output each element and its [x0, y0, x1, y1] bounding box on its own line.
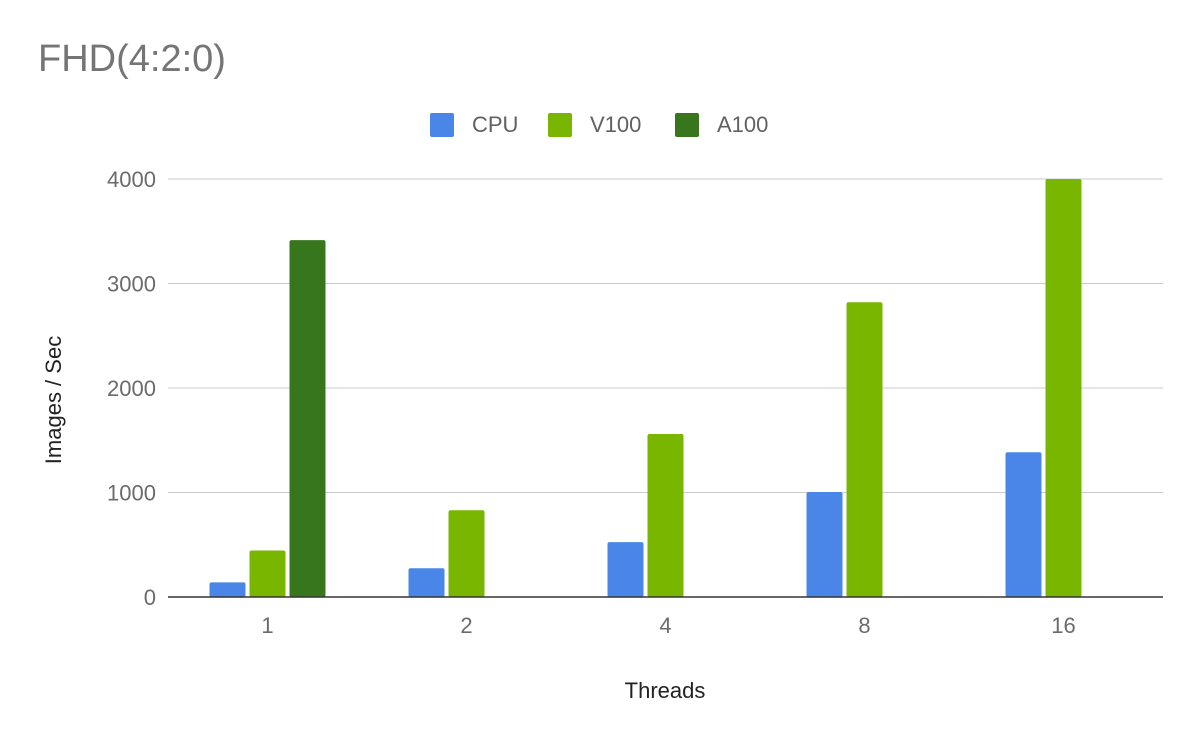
legend-label-cpu: CPU	[472, 112, 519, 137]
legend-item-v100: V100	[548, 112, 641, 138]
y-tick-label: 0	[144, 585, 156, 610]
bar-v100-1	[249, 550, 286, 597]
y-tick-label: 4000	[107, 167, 156, 192]
y-tick-label: 2000	[107, 376, 156, 401]
legend-label-v100: V100	[590, 112, 642, 137]
bar-cpu-16	[1005, 452, 1042, 597]
x-tick-label: 16	[1051, 613, 1075, 638]
legend-item-a100: A100	[675, 112, 768, 138]
y-tick-label: 3000	[107, 272, 156, 297]
bar-cpu-4	[607, 542, 644, 597]
x-tick-label: 4	[659, 613, 671, 638]
chart-title: FHD(4:2:0)	[38, 38, 226, 80]
bar-cpu-2	[408, 568, 445, 597]
x-tick-label: 2	[460, 613, 472, 638]
x-tick-label: 8	[858, 613, 870, 638]
x-axis-label: Threads	[624, 678, 706, 703]
bar-cpu-8	[806, 491, 843, 597]
legend-swatch-cpu	[430, 113, 454, 137]
y-tick-label: 1000	[107, 481, 156, 506]
bar-a100-1	[289, 240, 326, 597]
legend-item-cpu: CPU	[430, 112, 518, 138]
legend-swatch-a100	[675, 113, 699, 137]
x-tick-label: 1	[261, 613, 273, 638]
legend: CPU V100 A100	[0, 112, 1200, 140]
bar-v100-8	[846, 302, 883, 597]
bar-v100-16	[1045, 179, 1082, 597]
bar-v100-2	[448, 510, 485, 597]
bar-cpu-1	[209, 582, 246, 597]
bar-v100-4	[647, 433, 684, 597]
legend-swatch-v100	[548, 113, 572, 137]
legend-label-a100: A100	[717, 112, 769, 137]
